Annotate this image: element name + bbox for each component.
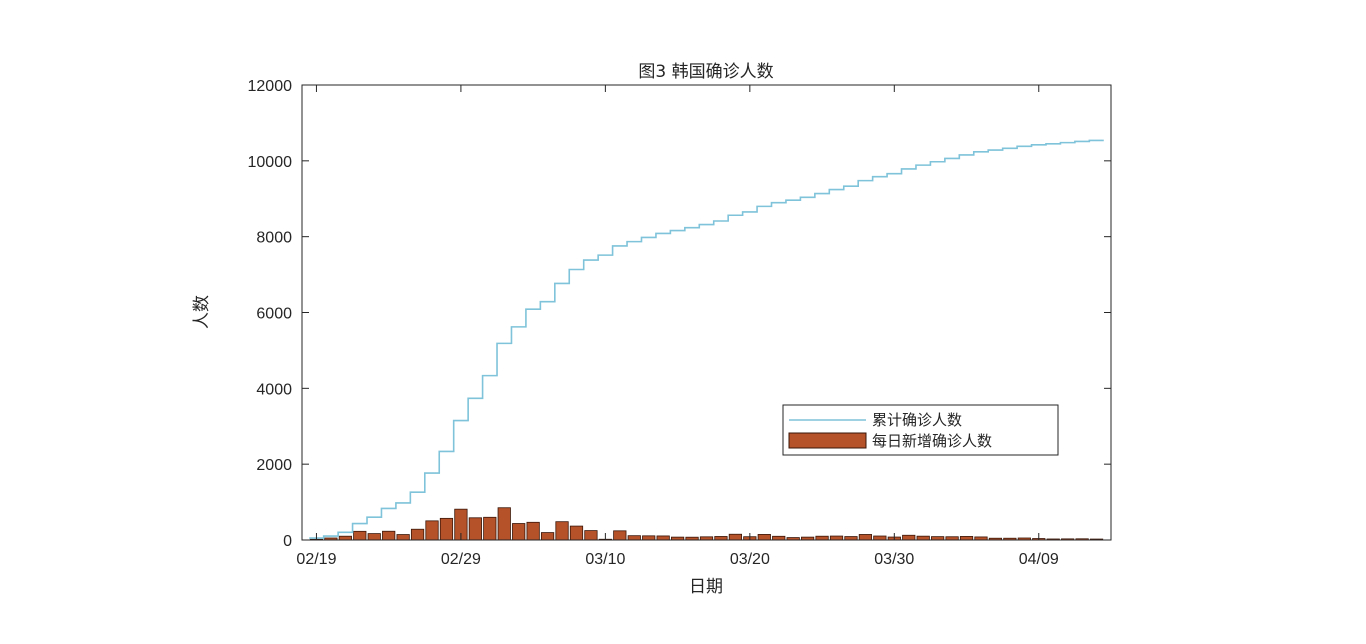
y-tick-label: 0 — [283, 533, 292, 550]
bar-03/11 — [613, 530, 627, 541]
y-tick-label: 8000 — [256, 230, 292, 247]
bar-03/14 — [656, 535, 670, 541]
y-axis-ticks: 0 2000 4000 6000 8000 10000 12000 — [248, 78, 1111, 550]
y-tick-label: 2000 — [256, 457, 292, 474]
bar-03/22 — [772, 535, 786, 541]
bar-03/01 — [468, 517, 482, 541]
bar-02/21 — [338, 535, 352, 541]
y-tick-label: 10000 — [248, 154, 293, 171]
x-tick-label: 03/10 — [585, 551, 625, 568]
bar-02/28 — [439, 517, 454, 541]
legend-label-cumulative: 累计确诊人数 — [872, 411, 962, 429]
bar-03/19 — [728, 533, 743, 541]
bar-02/25 — [396, 534, 410, 541]
legend-swatch-daily — [788, 432, 867, 449]
y-tick-label: 12000 — [248, 78, 293, 95]
y-tick-label: 6000 — [256, 306, 292, 323]
bar-03/28 — [858, 534, 873, 541]
x-axis-ticks: 02/19 02/29 03/10 03/20 03/30 04/09 — [296, 85, 1059, 568]
cumulative-line — [309, 139, 1104, 539]
bar-03/25 — [815, 535, 829, 541]
bar-03/13 — [642, 535, 656, 541]
x-tick-label: 03/30 — [874, 551, 914, 568]
bar-04/02 — [931, 536, 945, 541]
bar-03/18 — [714, 536, 728, 541]
bar-03/29 — [873, 535, 887, 541]
x-tick-label: 02/29 — [441, 551, 481, 568]
bar-02/24 — [382, 530, 396, 541]
bar-03/27 — [844, 536, 858, 541]
bar-03/07 — [555, 521, 569, 541]
legend: 累计确诊人数 每日新增确诊人数 — [782, 404, 1059, 456]
y-tick-label: 4000 — [256, 381, 292, 398]
bar-02/23 — [367, 533, 381, 541]
chart-title: 图3 韩国确诊人数 — [638, 62, 773, 82]
bar-03/31 — [902, 534, 916, 541]
bar-03/09 — [584, 530, 598, 541]
bar-02/26 — [410, 528, 425, 541]
bar-03/26 — [829, 535, 844, 541]
bar-02/27 — [425, 520, 439, 541]
bar-02/22 — [353, 530, 367, 541]
bar-03/21 — [757, 534, 771, 541]
legend-label-daily: 每日新增确诊人数 — [872, 432, 992, 450]
bar-03/04 — [512, 523, 526, 541]
bar-03/03 — [497, 507, 511, 541]
plot-area — [302, 85, 1111, 540]
bar-03/12 — [627, 535, 641, 541]
bar-03/08 — [569, 525, 584, 541]
daily-bars — [309, 507, 1104, 541]
bar-04/01 — [916, 535, 930, 541]
bar-03/06 — [540, 532, 555, 541]
x-tick-label: 04/09 — [1019, 551, 1059, 568]
x-axis-label: 日期 — [689, 577, 723, 597]
y-axis-label: 人数 — [192, 295, 212, 329]
bar-04/04 — [959, 536, 974, 541]
x-tick-label: 02/19 — [296, 551, 336, 568]
bar-03/02 — [483, 516, 497, 541]
x-tick-label: 03/20 — [730, 551, 770, 568]
bar-03/05 — [526, 521, 540, 541]
